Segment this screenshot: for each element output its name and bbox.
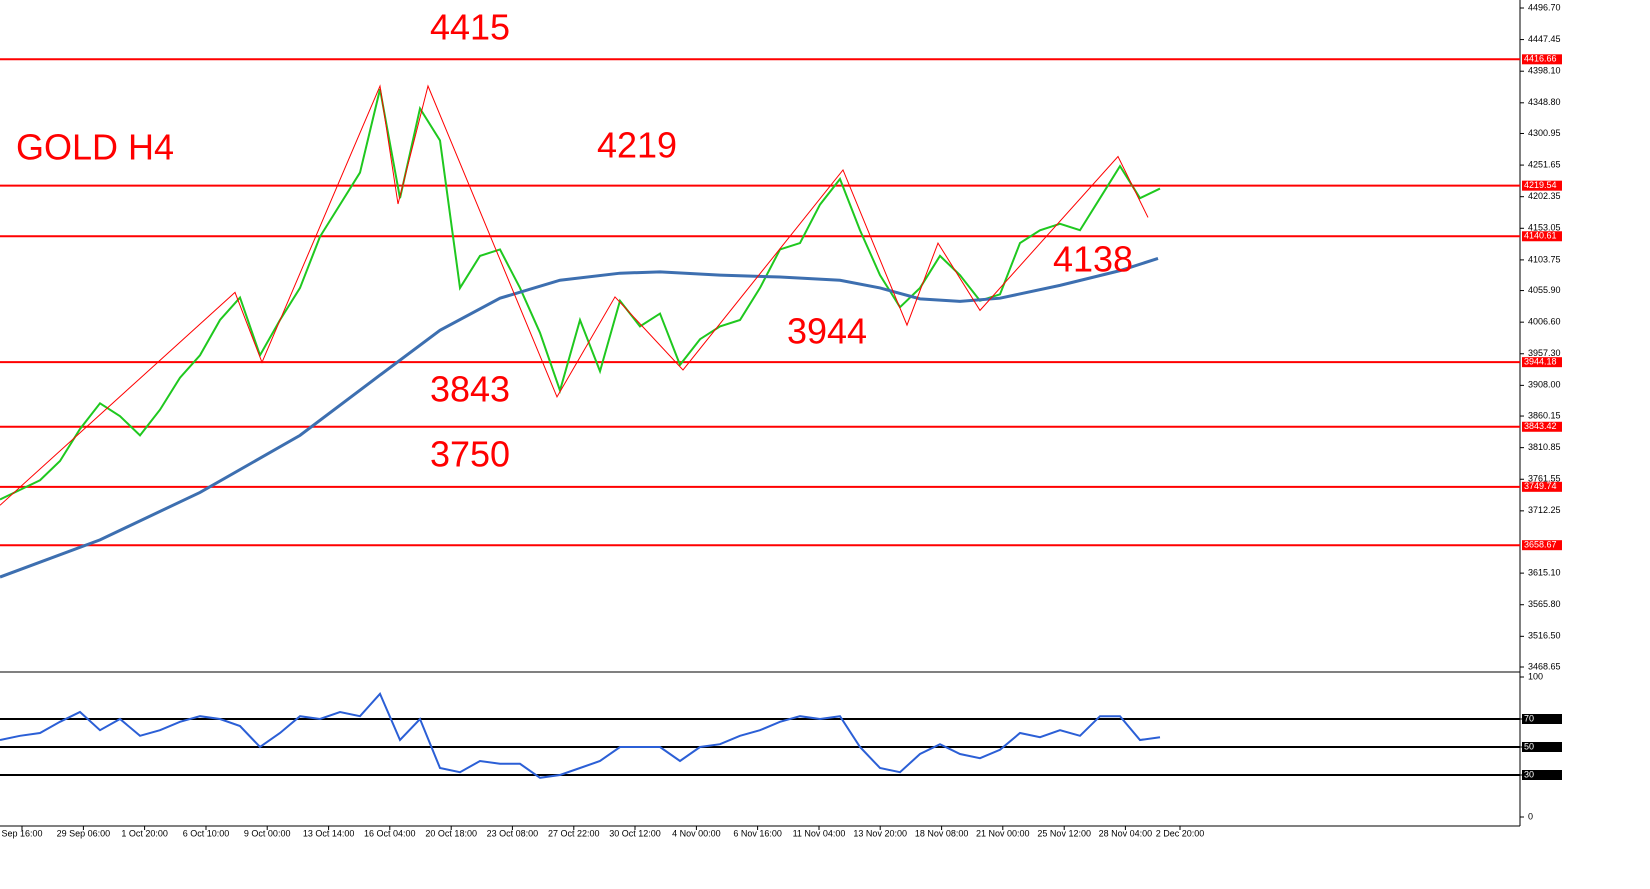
level-label: 4219.54: [1524, 180, 1557, 190]
x-tick-label: 28 Nov 04:00: [1099, 828, 1153, 838]
x-tick-label: 11 Nov 04:00: [793, 828, 846, 838]
y-tick-label: 3516.50: [1528, 631, 1561, 641]
level-label-box: [1522, 231, 1562, 242]
level-label: 4140.61: [1524, 231, 1557, 241]
x-tick-label: 4 Nov 00:00: [672, 828, 721, 838]
level-label-box: [1522, 421, 1562, 432]
y-tick-label: 3810.85: [1528, 442, 1561, 452]
y-tick-label: 4300.95: [1528, 128, 1561, 138]
level-label-box: [1522, 714, 1562, 724]
level-label-box: [1522, 357, 1562, 368]
series-line: [0, 691, 1161, 779]
level-label: 3658.67: [1524, 540, 1557, 550]
level-label-box: [1522, 180, 1562, 191]
y-tick-label: 3957.30: [1528, 348, 1561, 358]
x-tick-label: 9 Oct 00:00: [244, 828, 291, 838]
annotation: 3750: [430, 434, 510, 475]
level-label-box: [1522, 54, 1562, 65]
level-label-box: [1522, 481, 1562, 492]
x-tick-label: 21 Nov 00:00: [976, 828, 1030, 838]
y-tick-label: 100: [1528, 671, 1543, 681]
series-line: [0, 88, 1161, 501]
y-tick-label: 3761.55: [1528, 474, 1561, 484]
y-tick-label: 4251.65: [1528, 159, 1561, 169]
x-tick-label: 27 Oct 22:00: [548, 828, 600, 838]
x-tick-label: 16 Oct 04:00: [364, 828, 416, 838]
y-tick-label: 3712.25: [1528, 505, 1561, 515]
annotation: 4219: [597, 125, 677, 166]
y-tick-label: 4006.60: [1528, 317, 1561, 327]
y-tick-label: 3615.10: [1528, 567, 1561, 577]
y-tick-label: 4153.05: [1528, 223, 1561, 233]
x-tick-label: 6 Nov 16:00: [733, 828, 782, 838]
y-tick-label: 3565.80: [1528, 599, 1561, 609]
level-label-box: [1522, 770, 1562, 780]
level-label: 4416.66: [1524, 54, 1557, 64]
x-tick-label: 30 Oct 12:00: [609, 828, 661, 838]
level-label: 30: [1524, 769, 1534, 779]
y-tick-label: 3860.15: [1528, 410, 1561, 420]
x-tick-label: 29 Sep 06:00: [57, 828, 111, 838]
x-tick-label: 18 Nov 08:00: [915, 828, 969, 838]
level-label: 70: [1524, 713, 1534, 723]
level-label: 50: [1524, 741, 1534, 751]
y-tick-label: 4202.35: [1528, 191, 1561, 201]
x-tick-label: Sep 16:00: [1, 828, 42, 838]
y-tick-label: 3468.65: [1528, 661, 1561, 671]
y-tick-label: 0: [1528, 811, 1533, 821]
x-tick-label: 1 Oct 20:00: [121, 828, 168, 838]
series-line: [0, 84, 1149, 506]
y-tick-label: 4398.10: [1528, 66, 1561, 76]
level-label-box: [1522, 742, 1562, 752]
x-tick-label: 2 Dec 20:00: [1156, 828, 1205, 838]
level-label: 3749.74: [1524, 481, 1557, 491]
y-tick-label: 4103.75: [1528, 254, 1561, 264]
level-label-box: [1522, 540, 1562, 551]
chart-title: GOLD H4: [16, 127, 174, 168]
x-tick-label: 25 Nov 12:00: [1037, 828, 1091, 838]
y-tick-label: 4496.70: [1528, 2, 1561, 12]
series-line: [0, 257, 1159, 579]
x-tick-label: 6 Oct 10:00: [183, 828, 230, 838]
y-tick-label: 3908.00: [1528, 380, 1561, 390]
level-label: 3944.18: [1524, 357, 1557, 367]
level-label: 3843.42: [1524, 421, 1557, 431]
x-tick-label: 13 Nov 20:00: [853, 828, 907, 838]
annotation: 3843: [430, 369, 510, 410]
y-tick-label: 4447.45: [1528, 34, 1561, 44]
annotation: 4415: [430, 7, 510, 48]
y-tick-label: 4348.80: [1528, 97, 1561, 107]
x-tick-label: 20 Oct 18:00: [425, 828, 477, 838]
y-tick-label: 4055.90: [1528, 285, 1561, 295]
annotation: 3944: [787, 311, 867, 352]
annotation: 4138: [1053, 239, 1133, 280]
x-tick-label: 13 Oct 14:00: [303, 828, 355, 838]
x-tick-label: 23 Oct 08:00: [487, 828, 539, 838]
